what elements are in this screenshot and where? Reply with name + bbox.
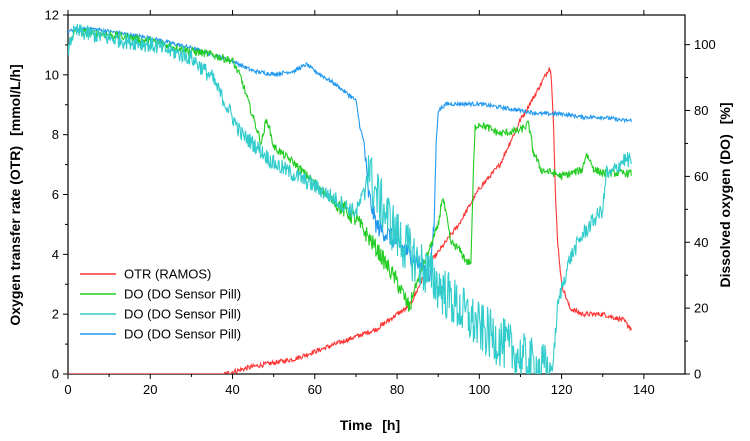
y-left-axis-unit: [mmol/L/h] xyxy=(7,64,23,136)
y-left-tick-label: 10 xyxy=(45,67,59,82)
legend-label: DO (DO Sensor Pill) xyxy=(124,307,241,322)
y-left-tick-label: 4 xyxy=(52,247,59,262)
y-right-tick-label: 40 xyxy=(694,235,708,250)
y-right-tick-label: 20 xyxy=(694,301,708,316)
y-right-tick-label: 60 xyxy=(694,169,708,184)
y-left-tick-label: 12 xyxy=(45,8,59,23)
x-axis-unit: [h] xyxy=(382,417,400,433)
y-right-tick-label: 100 xyxy=(694,37,716,52)
series-line-2 xyxy=(68,24,632,374)
y-left-tick-label: 0 xyxy=(52,367,59,382)
y-right-axis-label: Dissolved oxygen (DO) xyxy=(717,134,733,287)
legend-layer: OTR (RAMOS) DO (DO Sensor Pill) DO (DO Sen… xyxy=(80,267,241,342)
legend-label: OTR (RAMOS) xyxy=(124,267,211,282)
legend-label: DO (DO Sensor Pill) xyxy=(124,327,241,342)
x-axis-title: Time [h] xyxy=(340,417,400,433)
x-axis-label: Time xyxy=(340,417,373,433)
y-left-tick-label: 8 xyxy=(52,127,59,142)
x-tick-label: 140 xyxy=(633,382,655,397)
y-left-axis-title: Oxygen transfer rate (OTR) [mmol/L/h] xyxy=(7,64,23,325)
y-right-axis-unit: [%] xyxy=(717,102,733,124)
x-tick-label: 20 xyxy=(143,382,157,397)
x-tick-label: 0 xyxy=(64,382,71,397)
x-tick-label: 40 xyxy=(225,382,239,397)
x-tick-label: 80 xyxy=(390,382,404,397)
series-layer xyxy=(68,24,632,374)
legend-label: DO (DO Sensor Pill) xyxy=(124,287,241,302)
series-line-1 xyxy=(68,27,632,312)
x-tick-label: 120 xyxy=(551,382,573,397)
series-line-3 xyxy=(68,26,632,282)
y-right-axis-title: Dissolved oxygen (DO) [%] xyxy=(717,102,733,287)
y-right-tick-label: 0 xyxy=(694,367,701,382)
series-line-0 xyxy=(68,67,632,374)
y-left-tick-label: 6 xyxy=(52,187,59,202)
y-left-tick-label: 2 xyxy=(52,307,59,322)
x-tick-label: 60 xyxy=(308,382,322,397)
y-right-tick-label: 80 xyxy=(694,103,708,118)
y-left-axis-label: Oxygen transfer rate (OTR) xyxy=(7,146,23,326)
x-tick-label: 100 xyxy=(468,382,490,397)
